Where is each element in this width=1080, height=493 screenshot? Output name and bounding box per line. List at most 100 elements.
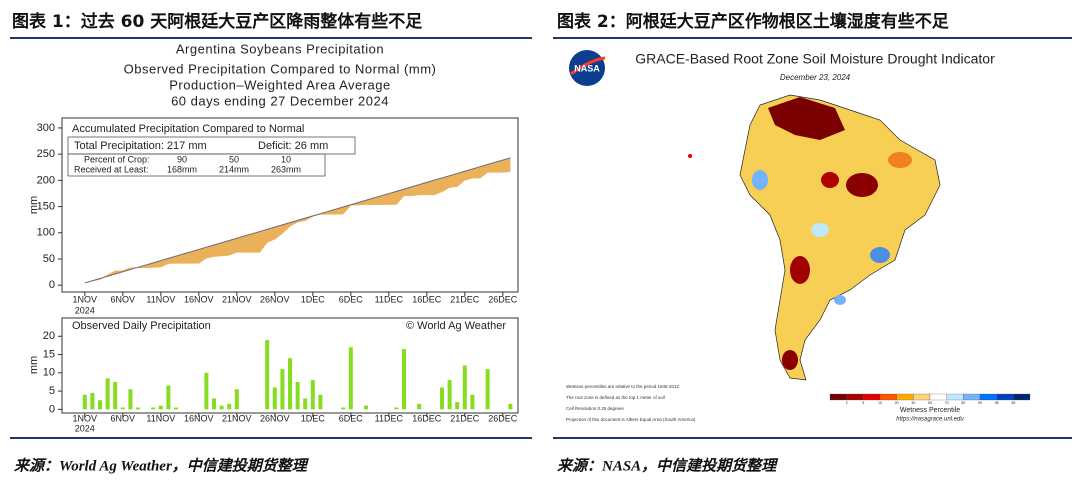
- colorbar-tick-label: 80: [961, 401, 965, 405]
- x-year-label: 2024: [75, 305, 95, 315]
- colorbar-bin: [846, 393, 864, 401]
- y-tick-label: 300: [37, 122, 55, 134]
- x-tick-label: 1DEC: [301, 294, 326, 304]
- bar: [151, 407, 156, 410]
- bar: [447, 380, 452, 410]
- dry-region: [846, 173, 878, 197]
- wet-region: [834, 295, 846, 305]
- island: [688, 154, 692, 158]
- x-tick-label: 11NOV: [146, 413, 175, 423]
- colorbar-tick-label: 70: [945, 401, 949, 405]
- x-tick-label: 11DEC: [375, 294, 404, 304]
- wet-region: [811, 223, 829, 237]
- x-tick-label: 26NOV: [260, 413, 290, 423]
- logo-text: NASA: [574, 63, 600, 73]
- map-note: Projection of this document is Albers Eq…: [566, 417, 696, 422]
- bar: [303, 398, 308, 410]
- crop-cell: 10: [281, 154, 291, 164]
- bar: [508, 403, 513, 410]
- x-tick-label: 6DEC: [339, 294, 364, 304]
- x-tick-label: 26DEC: [488, 413, 518, 423]
- figure-title: 图表 1：过去 60 天阿根廷大豆产区降雨整体有些不足: [12, 11, 422, 32]
- dry-region: [888, 152, 912, 168]
- bar: [310, 380, 315, 410]
- figure-source: 来源：World Ag Weather，中信建投期货整理: [14, 456, 310, 474]
- x-tick-label: 16NOV: [184, 413, 214, 423]
- x-tick-label: 21DEC: [450, 294, 480, 304]
- crop-cell: 168mm: [167, 164, 197, 174]
- series-line: [84, 157, 511, 284]
- bar: [82, 394, 87, 410]
- x-tick-label: 21NOV: [222, 413, 252, 423]
- colorbar-tick-label: 5: [862, 401, 864, 405]
- colorbar-bin: [879, 393, 897, 401]
- logo-swoosh: [570, 56, 606, 76]
- bar: [288, 358, 292, 410]
- dry-region: [782, 350, 798, 370]
- bar: [280, 369, 285, 410]
- colorbar-tick-label: 98: [1011, 401, 1015, 405]
- bar: [227, 403, 232, 410]
- y-tick-label: 10: [43, 367, 55, 379]
- colorbar-tick-label: 90: [978, 401, 982, 405]
- colorbar-bin: [996, 393, 1014, 401]
- map-note: Wetness percentiles are relative to the …: [566, 384, 679, 389]
- y-tick-label: 0: [49, 403, 55, 415]
- x-tick-label: 1NOV: [73, 294, 98, 304]
- bar: [272, 387, 277, 410]
- x-tick-label: 26NOV: [260, 294, 290, 304]
- bar: [364, 405, 368, 410]
- crop-box: [67, 153, 326, 177]
- y-tick-label: 50: [43, 253, 55, 265]
- x-tick-label: 21DEC: [450, 413, 480, 423]
- bar: [120, 407, 125, 410]
- map-note: Cell Resolution 0.25 degrees: [566, 406, 625, 411]
- colorbar-tick-label: 10: [878, 401, 882, 405]
- chart-title: Argentina Soybeans Precipitation: [176, 41, 384, 56]
- crop-cell: 90: [177, 154, 187, 164]
- series-line: [84, 171, 511, 284]
- bar: [234, 389, 239, 410]
- x-year-label: 2024: [75, 423, 95, 433]
- map-note: The root zone is defined as the top 1 me…: [566, 395, 665, 400]
- crop-cell: 50: [229, 154, 239, 164]
- x-tick-label: 1NOV: [73, 413, 98, 423]
- colorbar-bin: [863, 393, 881, 401]
- dry-region: [790, 256, 810, 284]
- bar: [402, 349, 406, 410]
- bar: [158, 405, 163, 410]
- chart-subtitle: Production–Weighted Area Average: [169, 77, 391, 92]
- colorbar-bin: [979, 393, 997, 401]
- bar: [212, 398, 216, 410]
- chart-subtitle: 60 days ending 27 December 2024: [171, 93, 389, 108]
- y-tick-label: 250: [37, 148, 55, 160]
- bar: [136, 407, 140, 410]
- bar: [462, 365, 467, 410]
- bar: [265, 339, 270, 410]
- y-tick-label: 0: [49, 279, 55, 291]
- chart-title: Observed Daily Precipitation: [72, 320, 211, 332]
- x-tick-label: 6DEC: [339, 413, 364, 423]
- crop-row-label: Received at Least:: [74, 164, 149, 174]
- bar: [348, 347, 353, 410]
- x-tick-label: 6NOV: [111, 294, 136, 304]
- colorbar-bin: [896, 393, 914, 401]
- y-tick-label: 100: [37, 227, 55, 239]
- wet-region: [752, 170, 768, 190]
- deficit-label: Deficit: 26 mm: [258, 140, 328, 152]
- bar: [113, 381, 118, 410]
- x-tick-label: 16DEC: [412, 294, 442, 304]
- x-tick-label: 11DEC: [375, 413, 404, 423]
- plot-frame: [61, 317, 519, 414]
- bar: [295, 381, 300, 410]
- colorbar-label: Wetness Percentile: [900, 407, 960, 414]
- x-tick-label: 11NOV: [146, 294, 175, 304]
- y-tick-label: 20: [43, 330, 55, 342]
- y-tick-label: 150: [37, 200, 55, 212]
- bar: [105, 378, 110, 410]
- plot-frame: [61, 117, 519, 293]
- bar: [341, 407, 346, 410]
- x-tick-label: 26DEC: [488, 294, 518, 304]
